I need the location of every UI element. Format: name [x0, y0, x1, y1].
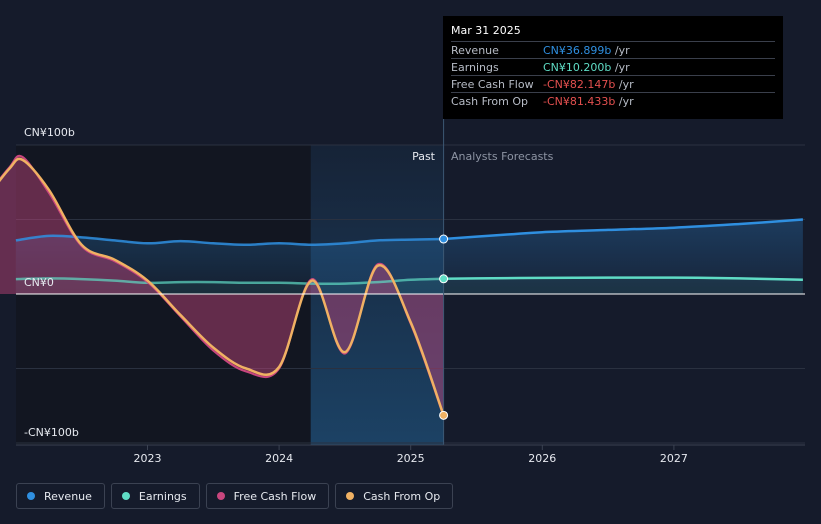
tooltip-value: -CN¥81.433b /yr	[543, 95, 634, 108]
legend-item-cash-from-op[interactable]: Cash From Op	[335, 483, 454, 509]
x-axis-ticks: 2023 2024 2025 2026 2027	[134, 445, 688, 465]
tooltip: Mar 31 2025 Revenue CN¥36.899b /yr Earni…	[443, 16, 783, 119]
earnings-line-past	[15, 277, 444, 285]
tooltip-value: -CN¥82.147b /yr	[543, 78, 634, 91]
legend-item-revenue[interactable]: Revenue	[16, 483, 105, 509]
cash-from-op-dot-icon	[346, 492, 355, 500]
earnings-point	[439, 274, 449, 284]
free-cash-flow-dot-icon	[216, 492, 225, 500]
tooltip-date: Mar 31 2025	[451, 24, 521, 37]
tooltip-value: CN¥10.200b /yr	[543, 61, 630, 74]
legend: Revenue Earnings Free Cash Flow Cash Fro…	[16, 483, 454, 511]
x-tick-label: 2027	[660, 452, 688, 465]
legend-item-free-cash-flow[interactable]: Free Cash Flow	[205, 483, 330, 509]
legend-label: Revenue	[44, 489, 92, 503]
tooltip-label: Free Cash Flow	[451, 78, 534, 91]
earnings-area	[15, 277, 803, 294]
tooltip-label: Revenue	[451, 44, 499, 57]
free-cash-flow-area	[0, 155, 444, 417]
cash-from-op-point	[439, 410, 449, 420]
forecast-label: Analysts Forecasts	[451, 150, 554, 163]
y-label-bottom: -CN¥100b	[24, 426, 79, 439]
past-label: Past	[412, 150, 436, 163]
gridlines	[16, 144, 805, 444]
tooltip-label: Cash From Op	[451, 95, 529, 108]
x-tick-label: 2026	[528, 452, 556, 465]
tooltip-row-earnings: Earnings CN¥10.200b /yr	[451, 58, 775, 76]
cash-from-op-line	[0, 157, 445, 416]
revenue-point	[439, 234, 449, 244]
revenue-dot-icon	[27, 492, 35, 500]
tooltip-row-revenue: Revenue CN¥36.899b /yr	[451, 41, 775, 59]
legend-item-earnings[interactable]: Earnings	[110, 483, 200, 509]
earnings-dot-icon	[121, 492, 130, 500]
data-points	[439, 234, 449, 420]
x-tick-label: 2023	[134, 452, 162, 465]
legend-label: Earnings	[138, 489, 187, 503]
tooltip-row-cash-from-op: Cash From Op -CN¥81.433b /yr	[451, 92, 775, 110]
legend-label: Cash From Op	[363, 489, 441, 503]
legend-label: Free Cash Flow	[233, 489, 317, 503]
tooltip-row-free-cash-flow: Free Cash Flow -CN¥82.147b /yr	[451, 75, 775, 93]
series-lines	[0, 154, 803, 417]
x-tick-label: 2025	[397, 452, 425, 465]
series-fills	[0, 155, 803, 417]
y-label-top: CN¥100b	[24, 126, 75, 139]
revenue-line-past	[15, 234, 444, 247]
tooltip-value: CN¥36.899b /yr	[543, 44, 630, 57]
revenue-line-forecast	[443, 218, 803, 241]
past-highlight-region	[310, 145, 444, 445]
tooltip-label: Earnings	[451, 61, 499, 74]
x-tick-label: 2024	[265, 452, 293, 465]
y-label-zero: CN¥0	[24, 276, 54, 289]
revenue-area	[15, 219, 803, 294]
earnings-line-forecast	[443, 276, 803, 282]
